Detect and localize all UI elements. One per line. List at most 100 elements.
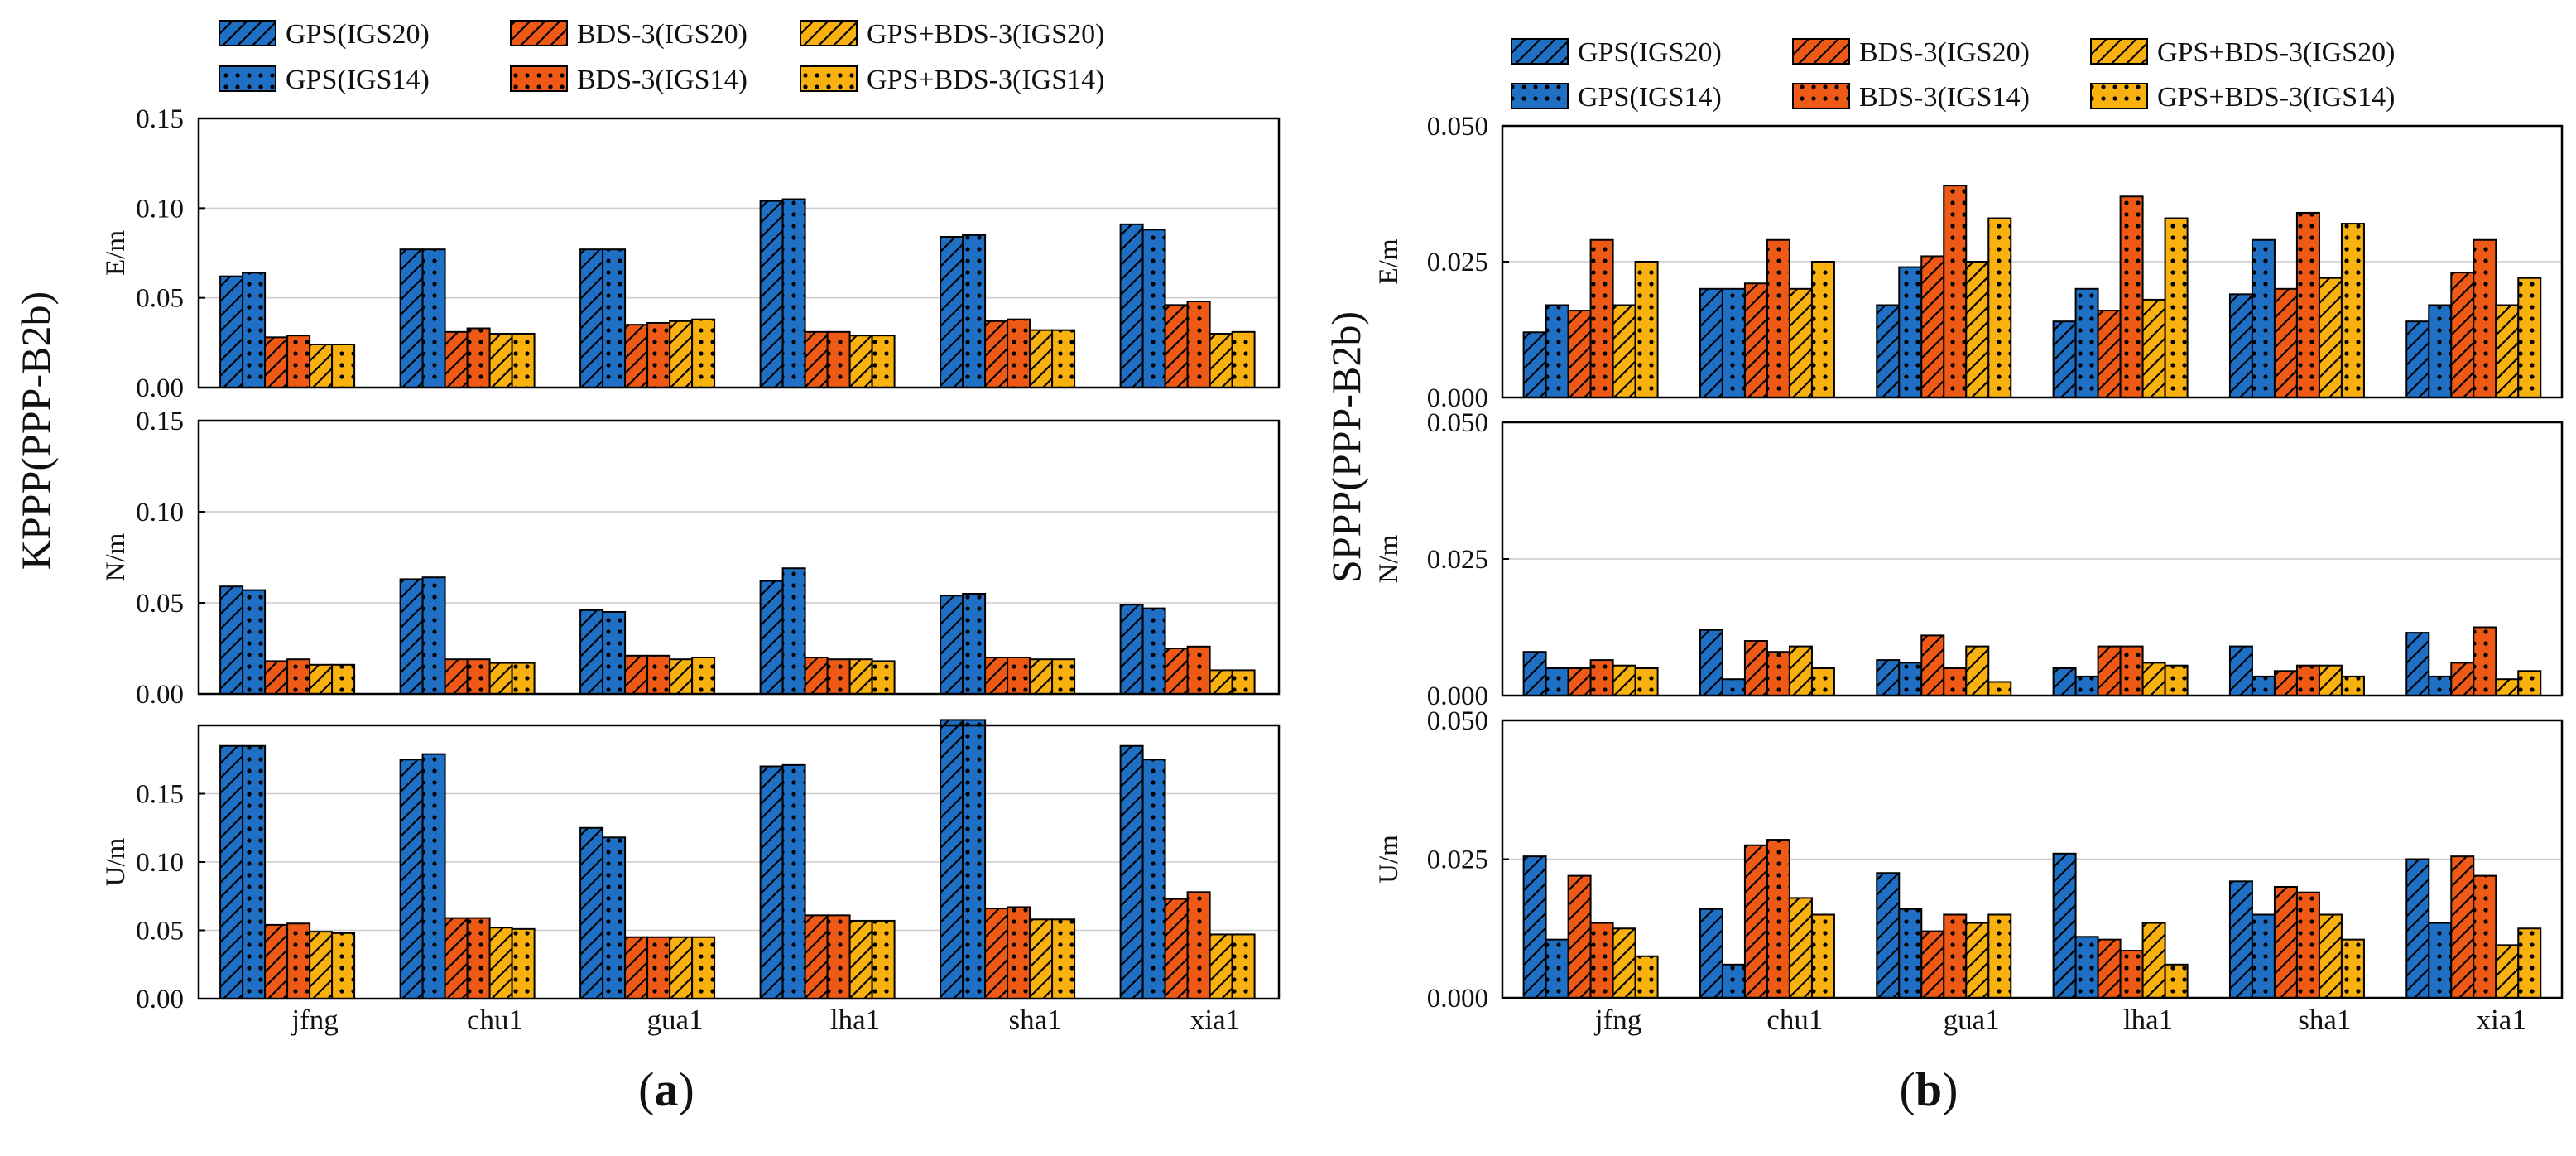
bar — [2473, 626, 2497, 696]
ytick-label: 0.000 — [1427, 682, 1488, 711]
legend-swatch — [510, 20, 568, 46]
bar — [309, 931, 334, 1000]
ytick-label: 0.10 — [136, 848, 184, 878]
bar — [2340, 223, 2365, 398]
bar — [466, 327, 491, 388]
bar — [1943, 913, 1968, 999]
category-label: jfng — [1593, 1004, 1641, 1036]
bar — [940, 236, 964, 388]
bar — [1943, 667, 1968, 696]
bar — [940, 595, 964, 696]
bar — [1567, 310, 1592, 399]
legend-swatch — [510, 65, 568, 92]
legend-item: GPS(IGS14) — [219, 65, 430, 95]
bar — [1898, 266, 1923, 398]
bar — [826, 658, 851, 696]
panel-ylabel: KPPP(PPP-B2b) — [12, 291, 59, 570]
bar — [488, 662, 513, 695]
plot-frame — [197, 419, 1281, 696]
bar — [691, 318, 716, 388]
bar — [1209, 933, 1233, 999]
bar — [646, 936, 671, 999]
bar — [1029, 918, 1054, 1000]
bar — [1141, 607, 1166, 695]
bar — [691, 657, 716, 695]
ytick-label: 0.025 — [1427, 545, 1488, 575]
bar — [2295, 891, 2320, 999]
bar — [466, 917, 491, 1000]
bar — [309, 344, 334, 388]
bar — [1766, 839, 1790, 999]
bar — [511, 927, 536, 999]
bar — [579, 826, 604, 999]
legend-label: BDS-3(IGS20) — [1859, 37, 2030, 68]
bar — [444, 917, 469, 1000]
legend-swatch — [800, 20, 858, 46]
plot-frame — [1501, 124, 2564, 399]
bar — [286, 658, 311, 696]
bar — [579, 248, 604, 388]
legend-panel-b: GPS(IGS20) BDS-3(IGS20) GPS+BDS-3(IGS20) GP… — [1511, 37, 2395, 113]
bar — [399, 578, 424, 696]
bar — [1164, 898, 1189, 1000]
bar — [264, 660, 289, 696]
bar — [1699, 629, 1723, 696]
ytick-label: 0.05 — [136, 284, 184, 314]
bar — [2340, 938, 2365, 999]
ytick-label: 0.050 — [1427, 408, 1488, 438]
category-label: jfng — [290, 1004, 338, 1036]
bar — [1810, 913, 1835, 999]
bar — [1186, 301, 1211, 388]
legend-item: GPS(IGS20) — [1511, 37, 1722, 68]
legend-label: BDS-3(IGS20) — [577, 19, 747, 50]
plot-frame — [1501, 719, 2564, 999]
subplot-u: 0.00 0.05 0.10 0.15U/m — [101, 719, 1281, 1014]
bar — [1987, 913, 2012, 999]
bar — [2473, 874, 2497, 999]
bar — [2428, 922, 2453, 999]
bar — [1965, 922, 1990, 999]
bar — [2251, 675, 2276, 697]
bar — [2273, 287, 2298, 398]
legend-item: BDS-3(IGS20) — [510, 19, 747, 50]
bar — [242, 744, 267, 999]
bar — [2273, 886, 2298, 999]
legend-swatch — [800, 65, 858, 92]
legend-item: GPS(IGS14) — [1511, 82, 1722, 113]
axis-ylabel: E/m — [101, 230, 131, 276]
bar — [1612, 664, 1636, 697]
legend-label: BDS-3(IGS14) — [1859, 82, 2030, 113]
bar — [286, 335, 311, 388]
chart-panels: KPPP(PPP-B2b) 0.00 0.05 0.10 0.15 E/m 0.00 0.05… — [12, 104, 2564, 1116]
bar — [691, 936, 716, 999]
bar — [1589, 922, 1614, 999]
bar — [1634, 955, 1659, 999]
legend-item: BDS-3(IGS20) — [1792, 37, 2030, 68]
bar — [1920, 930, 1945, 999]
bar — [2228, 880, 2253, 999]
bar — [1231, 330, 1256, 389]
bar — [1634, 667, 1659, 696]
legend-item: GPS+BDS-3(IGS14) — [2090, 82, 2395, 113]
bar — [421, 753, 446, 1000]
bar — [1119, 744, 1144, 999]
ytick-label: 0.05 — [136, 917, 184, 946]
bar — [871, 335, 896, 388]
legend-panel-a: GPS(IGS20) BDS-3(IGS20) GPS+BDS-3(IGS20) GP… — [219, 19, 1104, 95]
bar — [1943, 185, 1968, 398]
category-label: gua1 — [647, 1004, 704, 1036]
bar — [1965, 261, 1990, 398]
bar — [1164, 648, 1189, 695]
subplot-n: 0.00 0.05 0.10 0.15 N/m — [101, 407, 1281, 710]
bar — [1721, 963, 1746, 999]
bar — [1119, 223, 1144, 389]
bar — [669, 320, 694, 389]
bar — [826, 914, 851, 999]
bar — [579, 609, 604, 695]
bar — [2495, 304, 2520, 399]
legend-label: GPS+BDS-3(IGS20) — [2157, 37, 2395, 68]
ytick-label: 0.15 — [136, 104, 184, 134]
category-label: sha1 — [2298, 1004, 2351, 1036]
bar — [1898, 662, 1923, 697]
bar — [1029, 329, 1054, 388]
